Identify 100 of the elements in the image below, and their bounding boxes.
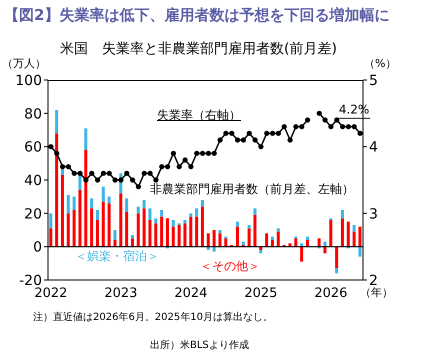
point (77, 170, 83, 176)
bar (346, 222, 350, 247)
point (352, 124, 357, 130)
y-tick-label: 60 (24, 140, 42, 156)
y-tick-label: 40 (24, 172, 42, 189)
point (282, 124, 287, 130)
bar (84, 128, 88, 150)
bar (195, 208, 198, 217)
bar (142, 200, 146, 208)
bar (60, 175, 64, 247)
point (83, 177, 89, 183)
bar (253, 208, 256, 215)
point (334, 117, 340, 123)
bar (276, 232, 280, 247)
bar (189, 216, 192, 247)
point (130, 177, 136, 183)
bar (113, 240, 116, 247)
bar (335, 268, 338, 274)
bar (102, 202, 105, 247)
bar (200, 200, 204, 207)
bar (148, 220, 152, 247)
point (106, 170, 112, 176)
y2-tick-label: 4 (369, 140, 378, 156)
bar (49, 213, 52, 228)
bar (166, 218, 169, 247)
y-tick-label: 80 (24, 106, 42, 122)
bar (60, 168, 64, 175)
bar (119, 193, 122, 247)
point (246, 130, 252, 136)
annotation: 非農業部門雇用者数（前月差、左軸） (150, 181, 354, 198)
point (206, 150, 212, 156)
bar (236, 222, 239, 227)
point (240, 137, 246, 143)
bar (248, 228, 251, 247)
bar (358, 226, 362, 247)
point (100, 170, 106, 176)
point (217, 137, 223, 143)
point (112, 177, 118, 183)
bar (189, 213, 192, 217)
bar (218, 233, 222, 247)
point (346, 124, 352, 130)
bar (55, 133, 58, 247)
point (229, 130, 234, 136)
bar (154, 223, 158, 247)
point (159, 164, 164, 170)
bar (300, 246, 304, 262)
bar (154, 218, 158, 224)
y-tick-label: 20 (24, 206, 42, 222)
bar (352, 225, 356, 232)
point (48, 144, 54, 150)
bar (236, 226, 239, 247)
point (72, 170, 77, 176)
bar (306, 240, 309, 247)
y-tick-label: 0 (33, 240, 42, 256)
point (264, 130, 270, 136)
point (170, 150, 176, 156)
bar (172, 220, 175, 227)
bar (90, 198, 94, 208)
text: 出所）米BLSより作成 (150, 338, 249, 352)
bar (142, 208, 146, 247)
x-tick-label: 2022 (34, 286, 68, 302)
x-tick-label: 2025 (244, 286, 278, 302)
bar (160, 210, 164, 217)
x-axis-title: （年） (360, 285, 393, 300)
point (153, 177, 159, 183)
bar (148, 208, 152, 220)
point (293, 124, 299, 130)
point (340, 124, 346, 130)
bar (340, 210, 344, 218)
bar (130, 238, 134, 247)
bar (329, 220, 332, 247)
series-label: 失業率（右軸） (157, 107, 241, 124)
series-label: ＜娯楽・宿泊＞ (75, 248, 159, 265)
point (258, 144, 264, 150)
point (194, 150, 200, 156)
point (60, 164, 66, 170)
point (212, 150, 217, 156)
bar (125, 212, 128, 247)
point (328, 124, 334, 130)
bar (276, 228, 280, 232)
bar (96, 220, 99, 247)
point (316, 110, 322, 116)
series-label: ＜その他＞ (200, 258, 260, 275)
bar (183, 223, 186, 247)
bar (306, 236, 309, 240)
bar (72, 210, 76, 247)
bar (253, 215, 256, 247)
bar (55, 110, 58, 134)
bar (49, 228, 52, 247)
bar (108, 203, 111, 247)
point (252, 137, 258, 143)
bar (130, 235, 134, 238)
bar (200, 206, 204, 247)
y-axis-title: （万人） (2, 56, 46, 71)
bar (160, 216, 164, 247)
bar (72, 196, 76, 210)
chart-subtitle: 米国 失業率と非農業部門雇用者数(前月差) (60, 40, 337, 58)
bar (78, 175, 82, 190)
bar (90, 208, 94, 247)
point (182, 157, 188, 163)
